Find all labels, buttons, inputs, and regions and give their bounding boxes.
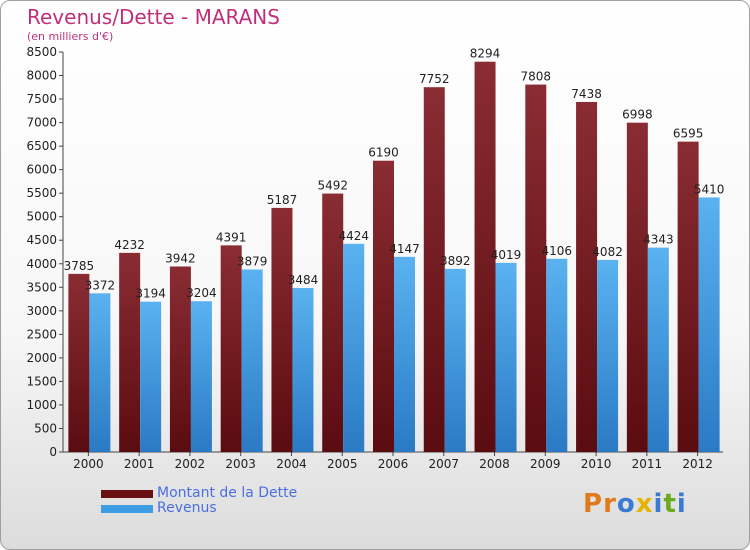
debt-bar (576, 101, 598, 452)
y-tick-label: 8000 (26, 69, 57, 83)
debt-bar (220, 245, 242, 452)
revenue-bar (495, 262, 517, 452)
x-tick-label: 2000 (73, 457, 104, 471)
y-tick-label: 3500 (26, 280, 57, 294)
debt-bar (525, 84, 547, 453)
legend-label-debt: Montant de la Dette (157, 485, 298, 501)
legend-swatch-debt (101, 490, 153, 498)
logo-letter: i (676, 489, 687, 519)
y-tick-label: 8500 (26, 45, 57, 59)
revenue-value-label: 3484 (288, 273, 319, 287)
y-tick-label: 4500 (26, 233, 57, 247)
debt-bar (677, 141, 699, 452)
revenue-bar (444, 268, 466, 452)
revenue-value-label: 3372 (85, 278, 116, 292)
x-tick-label: 2012 (682, 457, 713, 471)
revenue-value-label: 4106 (542, 244, 573, 258)
revenue-bar (292, 288, 314, 452)
logo-letter: r (603, 489, 617, 519)
logo-letter: o (616, 489, 636, 519)
revenue-value-label: 5410 (694, 182, 725, 196)
logo-letter: P (583, 489, 604, 519)
x-tick-label: 2003 (225, 457, 256, 471)
x-tick-label: 2002 (175, 457, 206, 471)
revenue-value-label: 3879 (237, 254, 268, 268)
revenue-bar (241, 269, 263, 452)
x-tick-label: 2004 (276, 457, 307, 471)
debt-value-label: 5492 (317, 179, 348, 193)
debt-value-label: 4232 (114, 238, 145, 252)
debt-value-label: 8294 (470, 47, 501, 61)
revenue-value-label: 3194 (135, 287, 166, 301)
revenue-bar (89, 293, 111, 452)
debt-bar (68, 273, 90, 452)
chart-title: Revenus/Dette - MARANS (27, 5, 280, 29)
y-tick-label: 3000 (26, 304, 57, 318)
debt-value-label: 7808 (521, 70, 552, 84)
x-tick-label: 2001 (124, 457, 155, 471)
x-tick-label: 2006 (378, 457, 409, 471)
debt-bar (169, 266, 191, 452)
legend-swatch-revenue (101, 505, 153, 513)
debt-bar (322, 193, 344, 452)
y-tick-label: 5500 (26, 186, 57, 200)
x-tick-label: 2011 (632, 457, 663, 471)
debt-value-label: 4391 (216, 230, 247, 244)
debt-value-label: 3785 (64, 259, 95, 273)
debt-bar (626, 122, 648, 453)
debt-value-label: 6595 (673, 127, 704, 141)
y-tick-label: 1500 (26, 374, 57, 388)
legend-label-revenue: Revenus (157, 500, 217, 516)
y-tick-label: 7500 (26, 92, 57, 106)
debt-value-label: 6998 (622, 108, 653, 122)
logo-letter: i (653, 489, 664, 519)
revenue-value-label: 4343 (643, 233, 674, 247)
y-tick-label: 7000 (26, 116, 57, 130)
x-tick-label: 2009 (530, 457, 561, 471)
debt-bar (373, 160, 394, 453)
debt-value-label: 3942 (165, 251, 196, 265)
revenue-bar (343, 243, 365, 452)
revenue-value-label: 3204 (186, 286, 217, 300)
debt-value-label: 5187 (267, 193, 298, 207)
proxiti-logo: Proxiti (583, 489, 687, 519)
y-tick-label: 2000 (26, 351, 57, 365)
revenue-value-label: 4019 (491, 248, 522, 262)
debt-value-label: 6190 (368, 146, 399, 160)
y-tick-label: 5000 (26, 210, 57, 224)
x-tick-label: 2008 (479, 457, 510, 471)
logo-letter: x (635, 489, 654, 519)
revenue-bar (597, 259, 619, 452)
y-tick-label: 2500 (26, 327, 57, 341)
revenue-bar (698, 197, 720, 452)
logo-letter: t (663, 489, 677, 519)
debt-value-label: 7752 (419, 72, 450, 86)
revenue-value-label: 3892 (440, 254, 471, 268)
revenue-value-label: 4147 (389, 242, 420, 256)
debt-bar (119, 252, 141, 452)
x-tick-label: 2005 (327, 457, 358, 471)
debt-bar (271, 207, 293, 452)
y-tick-label: 1000 (26, 398, 57, 412)
revenue-bar (190, 301, 212, 452)
y-tick-label: 0 (49, 445, 57, 459)
revenue-bar (140, 301, 162, 452)
revenue-value-label: 4424 (338, 229, 369, 243)
y-tick-label: 6000 (26, 163, 57, 177)
revenue-value-label: 4082 (592, 245, 623, 259)
revenue-bar (394, 256, 415, 452)
y-tick-label: 4000 (26, 257, 57, 271)
revenue-bar (546, 258, 568, 452)
revenue-bar (647, 247, 669, 452)
y-tick-label: 6500 (26, 139, 57, 153)
debt-bar (474, 61, 496, 452)
debt-bar (423, 87, 445, 452)
x-tick-label: 2010 (581, 457, 612, 471)
y-tick-label: 500 (34, 421, 57, 435)
chart-subtitle: (en milliers d'€) (27, 30, 114, 43)
x-tick-label: 2007 (428, 457, 459, 471)
debt-value-label: 7438 (571, 87, 602, 101)
